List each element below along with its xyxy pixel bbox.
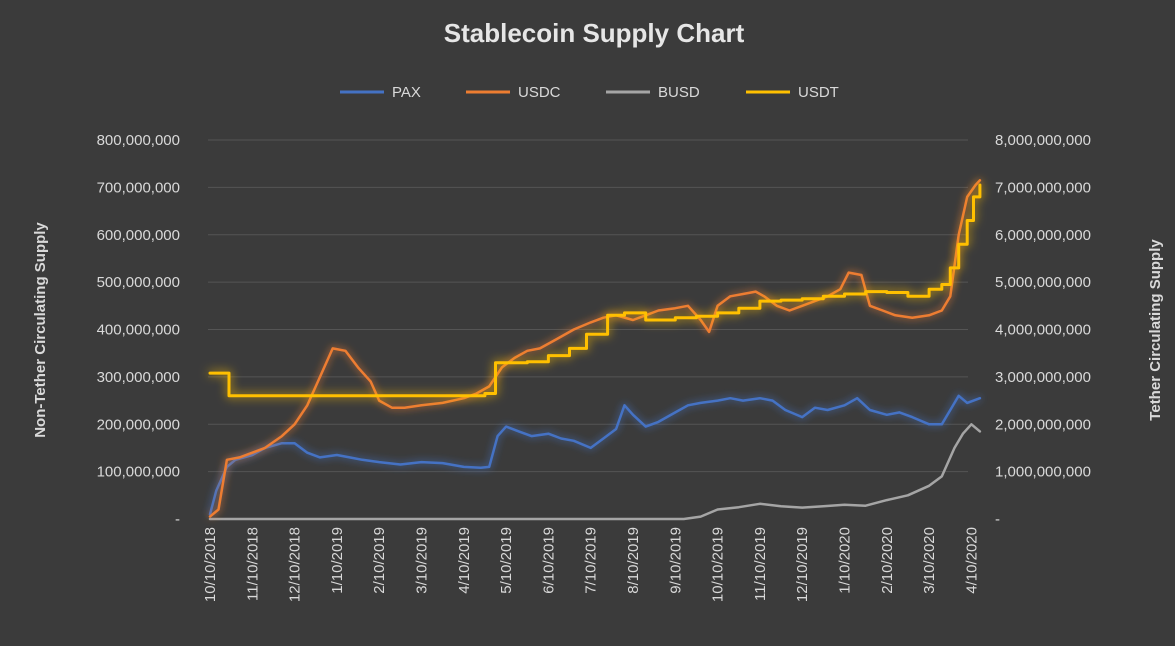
x-tick-label: 9/10/2019 [667,527,684,594]
x-axis-ticks: 10/10/2018 11/10/2018 12/10/2018 1/10/2019 2… [202,527,980,602]
x-tick-label: 7/10/2019 [583,527,600,594]
legend-label-usdt: USDT [798,84,839,101]
y-right-tick-label: 4,000,000,000 [995,322,1091,339]
x-tick-label: 10/10/2019 [710,527,727,602]
x-tick-label: 3/10/2020 [921,527,938,594]
y-left-tick-label: 500,000,000 [97,274,180,291]
x-tick-label: 1/10/2020 [837,527,854,594]
y-left-tick-label: 100,000,000 [97,464,180,481]
x-tick-label: 12/10/2019 [794,527,811,602]
y-right-tick-label: 6,000,000,000 [995,227,1091,244]
y-left-tick-label: 400,000,000 [97,322,180,339]
x-tick-label: 5/10/2019 [498,527,515,594]
x-tick-label: 11/10/2018 [244,527,261,601]
x-tick-label: 6/10/2019 [540,527,557,594]
x-tick-label: 2/10/2019 [371,527,388,594]
y-right-tick-label: 8,000,000,000 [995,132,1091,149]
y-axis-right-title: Tether Circulating Supply [1147,239,1164,421]
y-right-tick-label: 2,000,000,000 [995,416,1091,433]
x-tick-label: 4/10/2019 [456,527,473,594]
y-left-tick-label: 800,000,000 [97,132,180,149]
y-left-tick-label: 700,000,000 [97,179,180,196]
x-tick-label: 3/10/2019 [414,527,431,594]
x-tick-label: 12/10/2018 [287,527,304,602]
y-axis-left-ticks: - 100,000,000 200,000,000 300,000,000 400,00… [97,132,180,528]
y-axis-right-ticks: - 1,000,000,000 2,000,000,000 3,000,000,000… [995,132,1091,528]
legend-label-usdc: USDC [518,84,561,101]
x-tick-label: 11/10/2019 [752,527,769,601]
legend-label-busd: BUSD [658,84,700,101]
y-right-tick-label: 1,000,000,000 [995,464,1091,481]
x-tick-label: 2/10/2020 [879,527,896,594]
legend: PAX USDC BUSD USDT [340,84,839,101]
y-right-tick-label: 3,000,000,000 [995,369,1091,386]
x-tick-label: 10/10/2018 [202,527,219,602]
y-left-tick-label: - [175,511,180,528]
series-line-usdt [208,183,982,398]
y-left-tick-label: 600,000,000 [97,227,180,244]
x-tick-label: 8/10/2019 [625,527,642,594]
gridlines [208,139,968,473]
y-right-tick-label: 5,000,000,000 [995,274,1091,291]
y-right-tick-label: - [995,511,1000,528]
series-line-pax [208,394,982,516]
y-axis-left-title: Non-Tether Circulating Supply [32,222,49,438]
series-lines [208,179,982,521]
chart-title: Stablecoin Supply Chart [444,18,745,48]
y-left-tick-label: 200,000,000 [97,416,180,433]
x-tick-label: 1/10/2019 [329,527,346,594]
series-line-usdc [208,179,982,518]
legend-label-pax: PAX [392,84,421,101]
series-line-busd [208,423,982,521]
y-right-tick-label: 7,000,000,000 [995,179,1091,196]
y-left-tick-label: 300,000,000 [97,369,180,386]
x-tick-label: 4/10/2020 [963,527,980,594]
